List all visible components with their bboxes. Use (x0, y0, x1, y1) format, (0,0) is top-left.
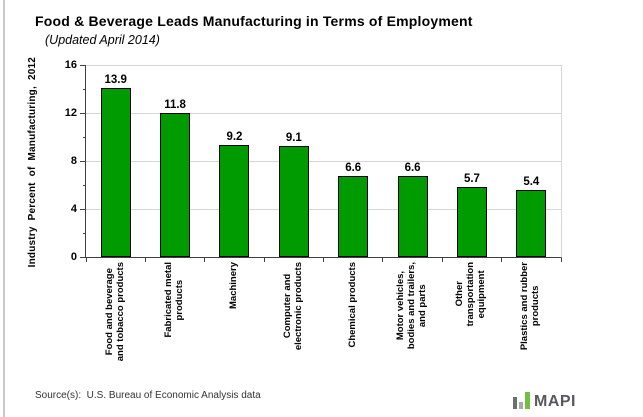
bar-value-label: 9.1 (285, 131, 302, 144)
bar-value-label: 9.2 (226, 130, 243, 143)
x-axis-labels: Food and beverage and tobacco products Fa… (85, 262, 560, 374)
logo-bar-dark (513, 397, 517, 409)
bar-chart-icon (513, 392, 530, 409)
y-tick-minor (83, 137, 86, 138)
y-tick-major (80, 257, 86, 258)
x-category-cell: Motor vehicles, bodies and trailers, and… (382, 262, 441, 374)
y-tick-major (80, 161, 86, 162)
x-axis-tick (85, 258, 87, 262)
y-tick-minor (83, 89, 86, 90)
bar (456, 186, 487, 257)
plot-area: 13.9 11.8 9.2 9.1 6.6 6.6 5.7 5.4 (85, 64, 562, 262)
x-category-cell: Food and beverage and tobacco products (85, 262, 144, 374)
y-axis: 0 4 8 12 16 (0, 59, 86, 263)
bar (278, 145, 309, 257)
x-axis-tick (144, 258, 146, 262)
y-tick-minor (83, 233, 86, 234)
bar-value-label: 11.8 (164, 99, 186, 112)
x-axis-tick (204, 258, 206, 262)
mapi-logo: MAPI (513, 392, 576, 410)
bar-value-label: 13.9 (104, 74, 127, 87)
gridline (86, 208, 561, 210)
x-category-cell: Other transportation equipment (441, 262, 500, 374)
x-category-label: Motor vehicles, bodies and trailers, and… (395, 262, 429, 350)
x-category-cell: Fabricated metal products (144, 262, 203, 374)
bar (100, 88, 131, 257)
x-category-label: Other transportation equipment (454, 262, 488, 327)
x-category-label: Computer and electronic products (281, 262, 304, 351)
y-tick-major (80, 113, 86, 114)
chart-title: Food & Beverage Leads Manufacturing in T… (35, 13, 473, 29)
x-category-cell: Machinery (204, 262, 263, 374)
y-tick-label: 4 (70, 202, 77, 215)
x-axis-tick (263, 258, 265, 262)
y-tick-label: 8 (70, 154, 77, 167)
logo-bar-green (525, 392, 530, 409)
logo-bar-gray (519, 402, 523, 409)
bar-value-label: 5.4 (523, 176, 540, 189)
y-tick-label: 12 (64, 106, 77, 119)
gridline (86, 112, 561, 114)
x-category-label: Fabricated metal products (163, 262, 186, 338)
bar-value-label: 6.6 (345, 161, 362, 174)
bar (219, 144, 250, 257)
x-axis-tick (323, 258, 324, 262)
bar-value-label: 5.7 (463, 172, 480, 185)
x-category-label: Plastics and rubber products (519, 262, 542, 351)
bar-value-label: 6.6 (404, 161, 421, 174)
x-axis-tick (501, 258, 503, 262)
bar (397, 175, 428, 257)
x-category-label: Chemical products (346, 262, 358, 348)
source-note: Source(s): U.S. Bureau of Economic Analy… (35, 390, 261, 401)
chart-subtitle: (Updated April 2014) (45, 33, 160, 47)
x-category-label: Machinery (227, 262, 239, 309)
logo-text: MAPI (534, 393, 576, 410)
x-axis-tick (560, 258, 562, 262)
y-tick-major (80, 209, 86, 210)
gridline (86, 160, 561, 162)
bar (338, 175, 369, 257)
bar (160, 113, 191, 257)
x-category-cell: Chemical products (323, 262, 382, 374)
gridline (86, 64, 561, 66)
x-category-cell: Plastics and rubber products (501, 262, 560, 374)
y-tick-label: 0 (70, 250, 77, 263)
y-tick-minor (83, 185, 86, 186)
page-left-border (3, 0, 5, 417)
y-tick-major (80, 65, 86, 66)
bar (516, 190, 547, 257)
x-category-cell: Computer and electronic products (263, 262, 322, 374)
x-axis-tick (382, 258, 384, 262)
y-tick-label: 16 (64, 58, 77, 71)
x-axis-tick (441, 258, 443, 262)
x-category-label: Food and beverage and tobacco products (103, 262, 126, 362)
